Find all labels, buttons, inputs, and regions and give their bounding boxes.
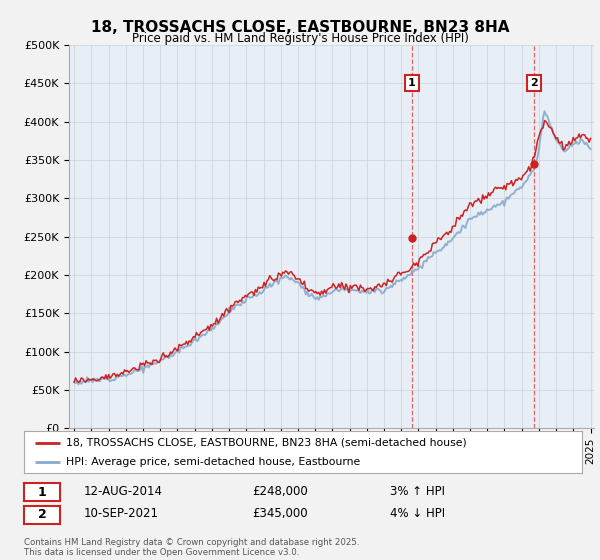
Text: 10-SEP-2021: 10-SEP-2021 [84, 507, 159, 520]
Text: 2: 2 [530, 78, 538, 88]
Text: Contains HM Land Registry data © Crown copyright and database right 2025.
This d: Contains HM Land Registry data © Crown c… [24, 538, 359, 557]
Text: 4% ↓ HPI: 4% ↓ HPI [390, 507, 445, 520]
Text: 1: 1 [408, 78, 416, 88]
Text: HPI: Average price, semi-detached house, Eastbourne: HPI: Average price, semi-detached house,… [66, 457, 360, 467]
Text: 18, TROSSACHS CLOSE, EASTBOURNE, BN23 8HA: 18, TROSSACHS CLOSE, EASTBOURNE, BN23 8H… [91, 20, 509, 35]
Text: 2: 2 [38, 508, 46, 521]
Text: 12-AUG-2014: 12-AUG-2014 [84, 484, 163, 498]
Text: £345,000: £345,000 [252, 507, 308, 520]
Text: 1: 1 [38, 486, 46, 499]
Text: £248,000: £248,000 [252, 484, 308, 498]
Text: Price paid vs. HM Land Registry's House Price Index (HPI): Price paid vs. HM Land Registry's House … [131, 32, 469, 45]
Text: 18, TROSSACHS CLOSE, EASTBOURNE, BN23 8HA (semi-detached house): 18, TROSSACHS CLOSE, EASTBOURNE, BN23 8H… [66, 437, 467, 447]
Text: 3% ↑ HPI: 3% ↑ HPI [390, 484, 445, 498]
